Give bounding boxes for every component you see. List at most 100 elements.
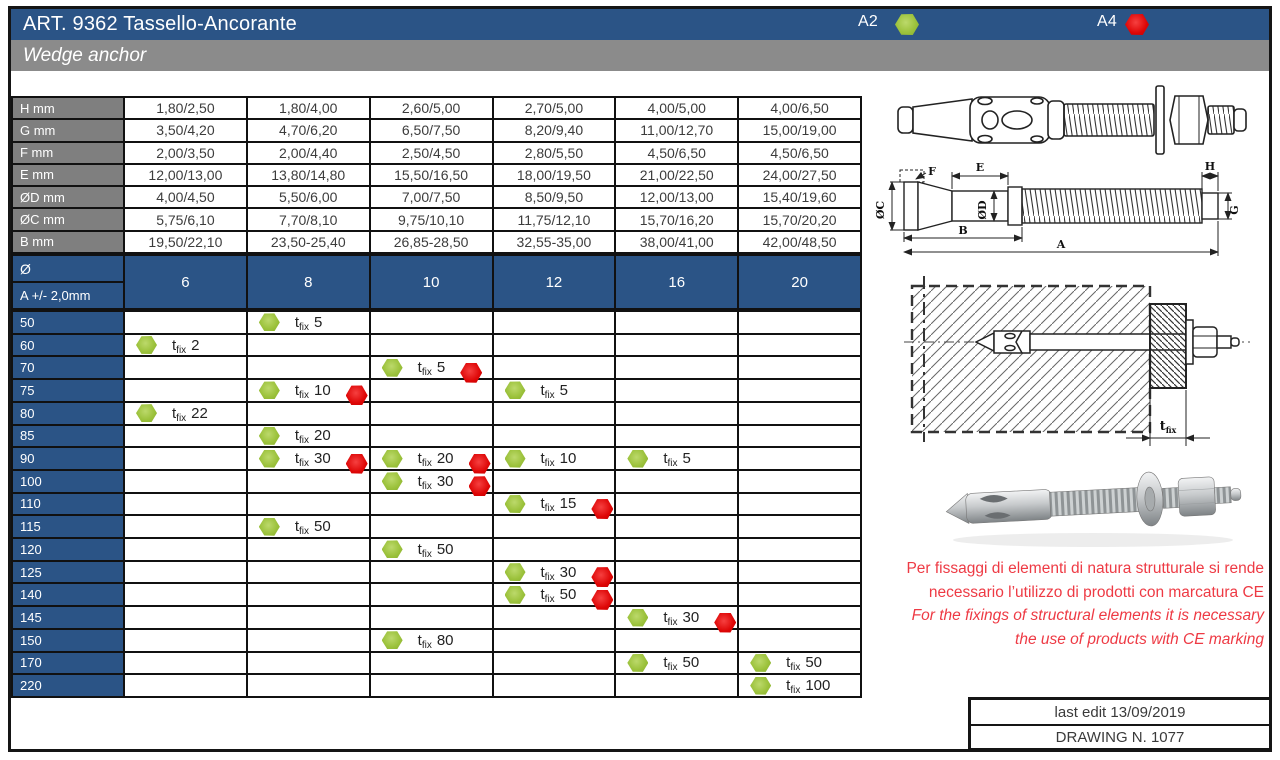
tfix-label: tfix 30 — [663, 609, 699, 628]
green-hexagon-icon — [381, 631, 403, 650]
tfix-prefix: t — [294, 518, 299, 536]
dim-label-h: H — [1205, 160, 1215, 173]
matrix-cell — [616, 493, 738, 515]
dim-value: 4,00/5,00 — [616, 98, 738, 119]
matrix-cell: tfix 50 — [493, 584, 615, 610]
tfix-prefix: t — [786, 654, 791, 672]
matrix-cell: tfix 30 — [247, 448, 369, 474]
matrix-cell: tfix 50 — [739, 652, 860, 673]
tfix-prefix: t — [172, 404, 177, 422]
matrix-cell — [493, 402, 615, 424]
red-hexagon-icon — [468, 476, 491, 497]
dim-value: 4,00/6,50 — [739, 98, 860, 119]
tfix-value: 2 — [191, 336, 200, 354]
dim-value: 6,50/7,50 — [370, 120, 492, 141]
dim-value: 2,60/5,00 — [370, 98, 492, 119]
tfix-label: tfix 100 — [786, 677, 831, 696]
matrix-cell — [493, 425, 615, 447]
tfix-prefix: t — [417, 540, 422, 558]
tfix-prefix: t — [786, 677, 791, 695]
tfix-label: tfix 15 — [540, 495, 577, 514]
tfix-prefix: t — [663, 654, 668, 672]
green-hexagon-icon — [504, 381, 526, 400]
red-hexagon-icon — [468, 453, 491, 474]
drawing-number: DRAWING N. 1077 — [971, 724, 1269, 748]
matrix-cell — [739, 629, 860, 651]
green-hexagon-icon — [258, 517, 280, 536]
length-label: 60 — [13, 334, 123, 356]
green-hexagon-icon — [381, 358, 403, 377]
matrix-cell — [247, 607, 369, 628]
tfix-subscript: fix — [299, 458, 309, 470]
diameter-header: 20 — [739, 256, 860, 308]
matrix-cell — [370, 675, 492, 696]
legend-a4-label: A4 — [1097, 13, 1117, 30]
length-label: 90 — [13, 448, 123, 469]
matrix-cell — [739, 402, 860, 424]
length-label: 140 — [13, 584, 123, 606]
matrix-cell: tfix 5 — [370, 357, 492, 383]
dim-row-label: ØD mm — [13, 187, 123, 208]
tfix-prefix: t — [540, 495, 545, 513]
matrix-cell — [247, 357, 369, 379]
tfix-value: 100 — [805, 677, 831, 695]
dim-row-label: G mm — [13, 120, 123, 141]
matrix-cell — [739, 425, 860, 447]
dim-value: 2,00/3,50 — [125, 142, 246, 163]
matrix-cell: tfix 20 — [247, 425, 369, 446]
tfix-subscript: fix — [176, 344, 187, 356]
page-title: ART. 9362 Tassello-Ancorante — [23, 13, 297, 35]
tfix-prefix: t — [294, 450, 299, 468]
tfix-value: 50 — [436, 540, 454, 558]
tfix-subscript: fix — [176, 412, 187, 424]
tfix-label: tfix 22 — [172, 404, 208, 424]
tfix-subscript: fix — [544, 389, 555, 401]
matrix-cell — [739, 539, 860, 560]
ce-note-line-en: For the fixings of structural elements i… — [911, 607, 1264, 624]
tfix-label: tfix 30 — [541, 564, 577, 583]
length-label: 75 — [13, 380, 123, 401]
matrix-cell — [616, 357, 738, 379]
red-hexagon-icon — [714, 612, 737, 633]
matrix-cell — [247, 561, 369, 583]
tfix-prefix: t — [294, 427, 299, 445]
anchor-photo — [945, 471, 1242, 547]
green-hexagon-icon — [136, 336, 157, 355]
tfix-prefix: t — [540, 450, 545, 468]
matrix-cell: tfix 30 — [616, 607, 738, 633]
green-hexagon-icon — [381, 472, 403, 491]
tfix-prefix: t — [663, 450, 668, 468]
tfix-subscript: fix — [299, 389, 309, 401]
matrix-cell: tfix 30 — [493, 561, 615, 588]
page-subtitle: Wedge anchor — [23, 44, 147, 66]
dim-value: 7,70/8,10 — [247, 209, 369, 230]
matrix-cell — [739, 312, 860, 333]
dim-value: 8,20/9,40 — [493, 120, 615, 141]
dim-value: 11,75/12,10 — [493, 209, 615, 230]
matrix-cell — [616, 629, 738, 651]
tfix-value: 80 — [436, 631, 454, 649]
tfix-label: tfix 50 — [786, 654, 822, 673]
matrix-cell — [125, 380, 246, 401]
dim-value: 1,80/4,00 — [247, 98, 369, 119]
tfix-subscript: fix — [421, 548, 432, 560]
matrix-cell — [247, 402, 369, 424]
matrix-cell — [739, 516, 860, 538]
diameter-header: 12 — [493, 256, 615, 308]
matrix-cell — [493, 539, 615, 560]
matrix-cell — [493, 675, 615, 696]
tfix-value: 50 — [559, 586, 577, 604]
length-label: 145 — [13, 607, 123, 628]
tfix-label: tfix 10 — [295, 382, 331, 401]
dim-row-label: ØC mm — [13, 209, 123, 230]
tfix-label: tfix 20 — [418, 450, 454, 469]
diameter-header: 16 — [616, 256, 738, 308]
dim-value: 18,00/19,50 — [493, 164, 615, 186]
matrix-cell: tfix 5 — [247, 312, 369, 333]
matrix-cell — [125, 607, 246, 628]
dim-value: 2,50/4,50 — [370, 142, 492, 163]
matrix-cell — [125, 425, 246, 447]
matrix-cell — [493, 357, 615, 379]
tfix-value: 20 — [436, 450, 454, 468]
dimension-table: H mm 1,80/2,50 1,80/4,00 2,60/5,00 2,70/5,00… — [11, 96, 862, 254]
